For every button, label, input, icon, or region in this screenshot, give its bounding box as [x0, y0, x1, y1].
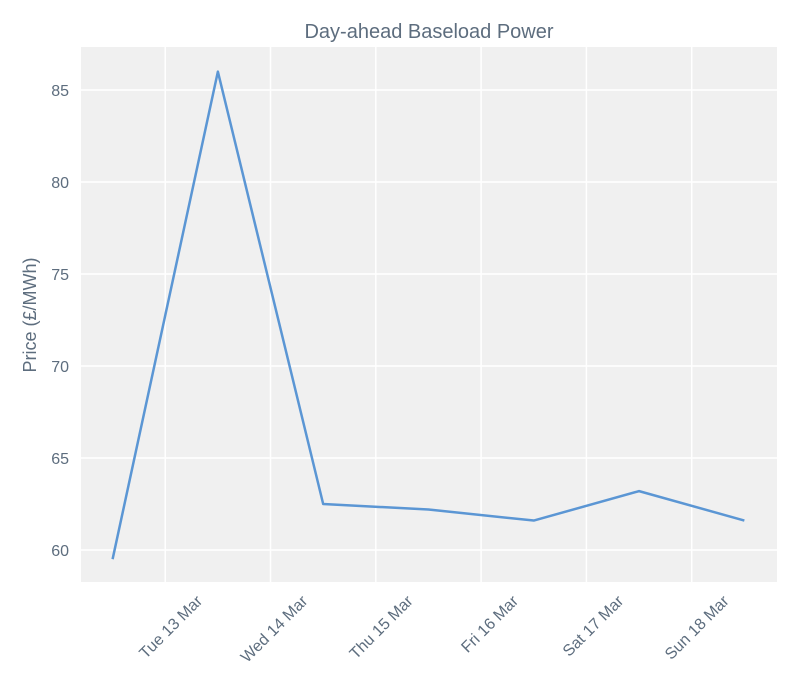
plot-area	[81, 47, 777, 582]
y-tick-label: 65	[51, 451, 69, 468]
x-tick-label: Tue 13 Mar	[137, 592, 207, 662]
x-tick-label: Fri 16 Mar	[458, 592, 522, 656]
chart-title: Day-ahead Baseload Power	[304, 21, 553, 43]
x-tick-label: Sat 17 Mar	[560, 592, 628, 660]
y-tick-label: 60	[51, 543, 69, 560]
x-tick-label: Thu 15 Mar	[347, 592, 417, 662]
x-tick-label: Sun 18 Mar	[662, 592, 733, 663]
line	[111, 70, 745, 560]
y-tick-label: 80	[51, 175, 69, 192]
y-axis-label: Price (£/MWh)	[20, 257, 40, 372]
y-tick-label: 70	[51, 359, 69, 376]
x-tick-label: Wed 14 Mar	[238, 592, 312, 666]
y-tick-label: 75	[51, 267, 69, 284]
y-tick-label: 85	[51, 83, 69, 100]
